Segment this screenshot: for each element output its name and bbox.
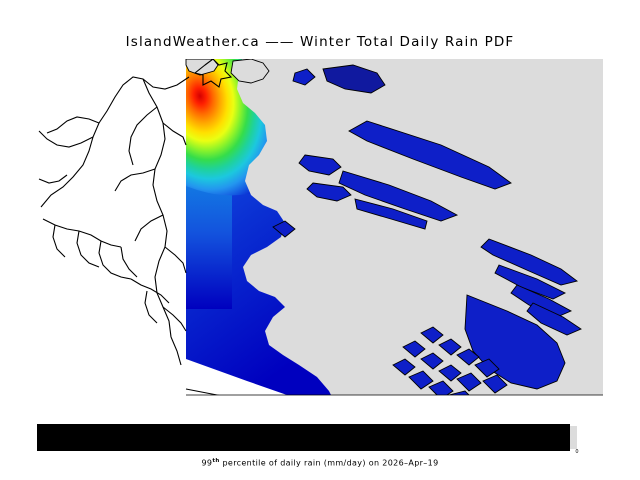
coastline-outlines [38, 59, 233, 366]
page-title: IslandWeather.ca —— Winter Total Daily R… [125, 34, 515, 50]
colorbar-over-swatch [570, 426, 577, 449]
caption-text: percentile of daily rain (mm/day) on 202… [219, 458, 439, 468]
colorbar-tick-label: 0 [575, 449, 579, 455]
colorbar-gradient[interactable] [37, 424, 570, 451]
colorbar-caption: 99th percentile of daily rain (mm/day) o… [0, 458, 640, 468]
colorbar[interactable] [37, 424, 577, 451]
colorbar-tick-labels: 0 [30, 449, 590, 458]
water-channels [272, 64, 582, 406]
bottom-nodata-strip [186, 395, 603, 407]
rainfall-heatmap [38, 59, 603, 407]
percentile-number: 99 [201, 458, 213, 468]
percentile-suffix: th [212, 458, 220, 464]
map-panel[interactable] [37, 59, 603, 407]
